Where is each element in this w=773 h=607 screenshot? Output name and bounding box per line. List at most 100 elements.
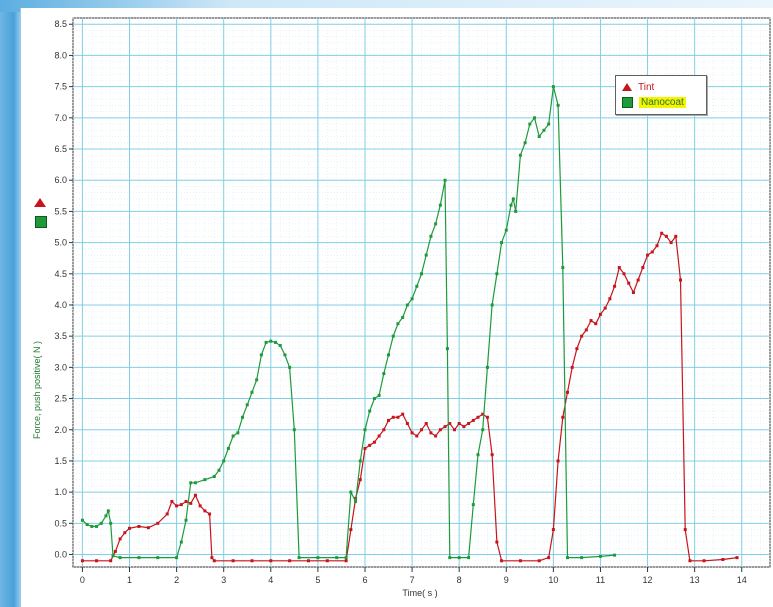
data-point-tint (589, 319, 593, 323)
data-point-nanocoat (438, 203, 442, 207)
data-point-nanocoat (203, 478, 207, 482)
data-point-tint (372, 440, 376, 444)
data-point-tint (702, 559, 706, 563)
data-point-tint (627, 281, 631, 285)
data-point-tint (344, 559, 348, 563)
data-point-nanocoat (518, 153, 522, 157)
data-point-nanocoat (401, 315, 405, 319)
data-point-nanocoat (457, 556, 461, 560)
data-point-tint (113, 549, 117, 553)
data-point-tint (212, 559, 216, 563)
data-point-nanocoat (283, 353, 287, 357)
data-point-tint (584, 328, 588, 332)
y-tick-label: 4.5 (54, 269, 67, 279)
y-tick-label: 2.0 (54, 425, 67, 435)
x-tick-label: 8 (457, 575, 462, 585)
data-point-nanocoat (297, 556, 301, 560)
series-line-nanocoat (81, 86, 615, 559)
data-point-nanocoat (184, 518, 188, 522)
y-tick-label: 7.5 (54, 82, 67, 92)
y-axis-label: Force, push positive( N ) (32, 341, 42, 439)
series-tint (80, 231, 739, 563)
x-tick-label: 3 (221, 575, 226, 585)
data-point-tint (448, 422, 452, 426)
data-point-tint (485, 415, 489, 419)
data-point-nanocoat (368, 409, 372, 413)
data-point-nanocoat (490, 303, 494, 307)
y-tick-label: 4.0 (54, 300, 67, 310)
data-point-nanocoat (292, 428, 296, 432)
data-point-nanocoat (137, 556, 141, 560)
data-point-tint (429, 431, 433, 435)
data-point-tint (401, 412, 405, 416)
y-tick-label: 1.5 (54, 456, 67, 466)
data-point-nanocoat (429, 234, 433, 238)
data-point-tint (128, 526, 132, 530)
data-point-nanocoat (231, 434, 235, 438)
data-point-tint (608, 297, 612, 301)
data-point-nanocoat (179, 540, 183, 544)
data-point-nanocoat (377, 393, 381, 397)
data-point-nanocoat (269, 339, 273, 343)
data-point-tint (80, 559, 84, 563)
x-tick-label: 0 (80, 575, 85, 585)
x-tick-label: 4 (268, 575, 273, 585)
data-point-nanocoat (495, 272, 499, 276)
data-point-tint (175, 504, 179, 508)
data-point-nanocoat (222, 459, 226, 463)
x-tick-label: 6 (362, 575, 367, 585)
data-point-tint (189, 501, 193, 505)
data-point-nanocoat (118, 556, 122, 560)
y-tick-label: 6.0 (54, 175, 67, 185)
legend-label-tint: Tint (638, 81, 655, 93)
data-point-tint (184, 499, 188, 503)
data-point-tint (688, 559, 692, 563)
y-tick-label: 2.5 (54, 394, 67, 404)
data-point-tint (363, 446, 367, 450)
data-point-tint (490, 453, 494, 457)
data-point-tint (570, 365, 574, 369)
legend: Tint Nanocoat (615, 75, 707, 115)
y-tick-label: 7.0 (54, 113, 67, 123)
data-point-tint (170, 499, 174, 503)
data-point-nanocoat (561, 266, 565, 270)
data-point-tint (679, 278, 683, 282)
data-point-nanocoat (523, 141, 527, 145)
data-point-tint (655, 244, 659, 248)
data-point-tint (165, 512, 169, 516)
data-point-nanocoat (372, 397, 376, 401)
data-point-tint (438, 428, 442, 432)
data-point-nanocoat (85, 523, 89, 527)
series-line-tint (82, 232, 738, 562)
data-point-tint (156, 521, 160, 525)
data-point-tint (631, 291, 635, 294)
data-point-nanocoat (467, 556, 471, 560)
data-point-nanocoat (335, 556, 339, 560)
data-point-tint (594, 322, 598, 326)
data-point-tint (250, 559, 254, 563)
data-point-nanocoat (415, 284, 419, 288)
y-tick-label: 1.0 (54, 487, 67, 497)
legend-label-nanocoat: Nanocoat (639, 96, 686, 108)
data-point-nanocoat (344, 556, 348, 560)
data-point-tint (377, 434, 381, 438)
data-point-tint (575, 347, 579, 351)
data-point-nanocoat (565, 556, 569, 560)
data-point-tint (641, 266, 645, 270)
data-point-tint (306, 559, 310, 563)
data-point-nanocoat (109, 521, 113, 525)
data-point-tint (547, 556, 551, 560)
data-point-nanocoat (316, 556, 320, 560)
data-point-tint (325, 559, 329, 563)
data-point-tint (646, 253, 650, 257)
x-tick-label: 11 (596, 575, 605, 585)
data-point-nanocoat (250, 390, 254, 394)
x-tick-label: 2 (174, 575, 179, 585)
data-point-tint (495, 540, 499, 544)
y-tick-label: 3.5 (54, 331, 67, 341)
data-point-tint (650, 250, 654, 254)
data-point-tint (452, 428, 456, 432)
red-triangle-icon (622, 83, 632, 91)
data-point-tint (349, 528, 353, 532)
